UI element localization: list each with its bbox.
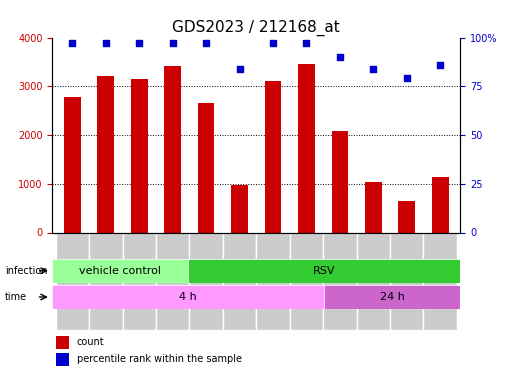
Bar [64, 98, 81, 232]
Text: percentile rank within the sample: percentile rank within the sample [77, 354, 242, 364]
Bar [390, 232, 424, 330]
Point [403, 75, 411, 81]
Bar [332, 131, 348, 232]
Bar [298, 64, 315, 232]
Bar [97, 75, 114, 232]
Bar [324, 285, 460, 309]
Bar [323, 232, 357, 330]
Text: RSV: RSV [313, 266, 336, 276]
Bar [156, 232, 189, 330]
Point [369, 66, 378, 72]
Bar [56, 336, 69, 349]
Bar [265, 81, 281, 232]
Bar [399, 201, 415, 232]
Bar [188, 259, 460, 283]
Bar [131, 79, 147, 232]
Bar [52, 259, 188, 283]
Text: time: time [5, 292, 27, 302]
Bar [290, 232, 323, 330]
Point [302, 40, 311, 46]
Point [68, 40, 76, 46]
Bar [189, 232, 223, 330]
Point [436, 62, 445, 68]
Text: 24 h: 24 h [380, 292, 405, 302]
Bar [55, 232, 89, 330]
Point [202, 40, 210, 46]
Text: count: count [77, 337, 105, 347]
Title: GDS2023 / 212168_at: GDS2023 / 212168_at [173, 20, 340, 36]
Bar [122, 232, 156, 330]
Point [168, 40, 177, 46]
Bar [89, 232, 122, 330]
Bar [52, 285, 324, 309]
Text: vehicle control: vehicle control [79, 266, 161, 276]
Bar [231, 185, 248, 232]
Point [269, 40, 277, 46]
Bar [198, 103, 214, 232]
Bar [424, 232, 457, 330]
Text: infection: infection [5, 266, 48, 276]
Point [336, 54, 344, 60]
Bar [56, 352, 69, 366]
Bar [223, 232, 256, 330]
Bar [164, 66, 181, 232]
Point [101, 40, 110, 46]
Bar [365, 182, 382, 232]
Bar [256, 232, 290, 330]
Point [235, 66, 244, 72]
Text: 4 h: 4 h [179, 292, 197, 302]
Point [135, 40, 143, 46]
Bar [357, 232, 390, 330]
Bar [432, 177, 449, 232]
